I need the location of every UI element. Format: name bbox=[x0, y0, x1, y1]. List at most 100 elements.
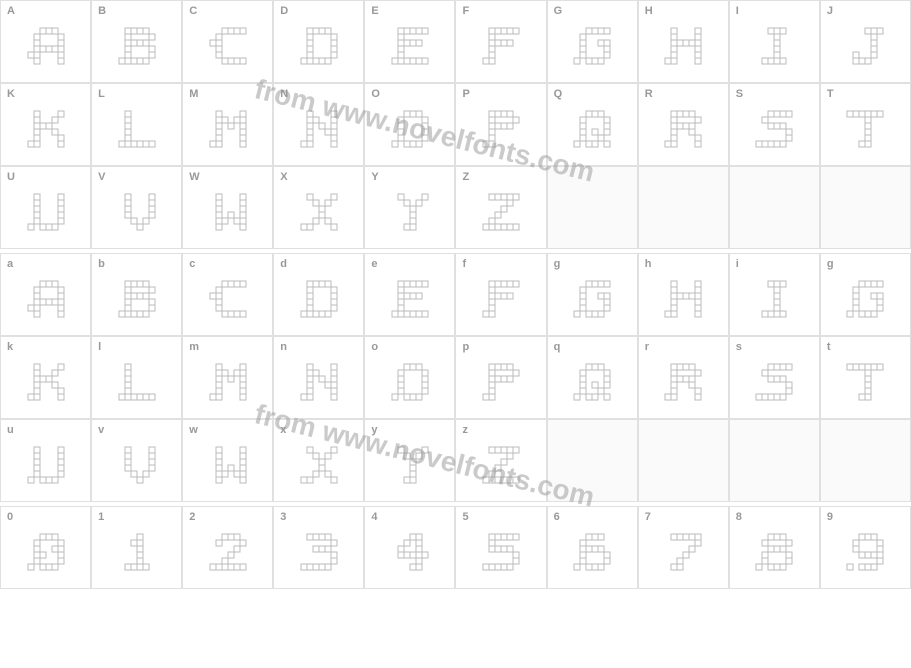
char-cell: k bbox=[0, 336, 91, 419]
cell-label: f bbox=[462, 258, 466, 270]
char-cell: d bbox=[273, 253, 364, 336]
char-cell: c bbox=[182, 253, 273, 336]
cell-label: 6 bbox=[554, 511, 560, 523]
glyph-O bbox=[391, 110, 428, 147]
glyph-h bbox=[665, 280, 702, 317]
cell-label: n bbox=[280, 341, 287, 353]
cell-label: Y bbox=[371, 171, 378, 183]
char-cell: s bbox=[729, 336, 820, 419]
char-cell: I bbox=[729, 0, 820, 83]
cell-label: 5 bbox=[462, 511, 468, 523]
char-cell: z bbox=[455, 419, 546, 502]
cell-label: E bbox=[371, 5, 378, 17]
cell-label: H bbox=[645, 5, 653, 17]
cell-label: C bbox=[189, 5, 197, 17]
cell-label: r bbox=[645, 341, 649, 353]
char-row: UVWXYZ bbox=[0, 166, 911, 249]
cell-label: X bbox=[280, 171, 287, 183]
char-cell: L bbox=[91, 83, 182, 166]
char-cell: w bbox=[182, 419, 273, 502]
char-cell: n bbox=[273, 336, 364, 419]
char-cell: e bbox=[364, 253, 455, 336]
cell-label: m bbox=[189, 341, 199, 353]
cell-label: G bbox=[554, 5, 563, 17]
cell-label: O bbox=[371, 88, 380, 100]
char-cell: p bbox=[455, 336, 546, 419]
glyph-M bbox=[209, 110, 246, 147]
char-cell: Y bbox=[364, 166, 455, 249]
glyph-5 bbox=[483, 533, 520, 570]
cell-label: y bbox=[371, 424, 377, 436]
glyph-L bbox=[118, 110, 155, 147]
cell-label: h bbox=[645, 258, 652, 270]
glyph-6 bbox=[574, 533, 611, 570]
glyph-v bbox=[118, 446, 155, 483]
cell-label: 3 bbox=[280, 511, 286, 523]
char-cell bbox=[547, 166, 638, 249]
cell-label: o bbox=[371, 341, 378, 353]
cell-label: v bbox=[98, 424, 104, 436]
char-cell: 7 bbox=[638, 506, 729, 589]
cell-label: p bbox=[462, 341, 469, 353]
char-cell: U bbox=[0, 166, 91, 249]
cell-label: k bbox=[7, 341, 13, 353]
glyph-2 bbox=[209, 533, 246, 570]
glyph-p bbox=[483, 363, 520, 400]
glyph-8 bbox=[756, 533, 793, 570]
char-cell: h bbox=[638, 253, 729, 336]
char-cell: D bbox=[273, 0, 364, 83]
char-cell: Q bbox=[547, 83, 638, 166]
char-row: uvwxyz bbox=[0, 419, 911, 502]
char-row: 0 12 3 45 6 78 9 bbox=[0, 506, 911, 589]
cell-label: 2 bbox=[189, 511, 195, 523]
char-cell: o bbox=[364, 336, 455, 419]
glyph-b bbox=[118, 280, 155, 317]
cell-label: a bbox=[7, 258, 13, 270]
char-cell: m bbox=[182, 336, 273, 419]
cell-label: 0 bbox=[7, 511, 13, 523]
cell-label: P bbox=[462, 88, 469, 100]
char-cell: 6 bbox=[547, 506, 638, 589]
glyph-g bbox=[574, 280, 611, 317]
char-cell: E bbox=[364, 0, 455, 83]
char-cell: P bbox=[455, 83, 546, 166]
char-cell: M bbox=[182, 83, 273, 166]
cell-label: B bbox=[98, 5, 106, 17]
char-cell bbox=[638, 166, 729, 249]
char-cell: q bbox=[547, 336, 638, 419]
cell-label: c bbox=[189, 258, 195, 270]
char-cell: G bbox=[547, 0, 638, 83]
cell-label: g bbox=[554, 258, 561, 270]
glyph-f bbox=[483, 280, 520, 317]
glyph-3 bbox=[300, 533, 337, 570]
char-cell: x bbox=[273, 419, 364, 502]
cell-label: q bbox=[554, 341, 561, 353]
char-cell: 4 bbox=[364, 506, 455, 589]
glyph-K bbox=[27, 110, 64, 147]
char-cell: y bbox=[364, 419, 455, 502]
cell-label: d bbox=[280, 258, 287, 270]
glyph-r bbox=[665, 363, 702, 400]
char-cell: K bbox=[0, 83, 91, 166]
glyph-N bbox=[300, 110, 337, 147]
char-cell bbox=[820, 419, 911, 502]
char-cell bbox=[820, 166, 911, 249]
cell-label: 9 bbox=[827, 511, 833, 523]
char-cell: J bbox=[820, 0, 911, 83]
cell-label: N bbox=[280, 88, 288, 100]
glyph-m bbox=[209, 363, 246, 400]
glyph-T bbox=[847, 110, 884, 147]
glyph-U bbox=[27, 193, 64, 230]
glyph-J bbox=[847, 27, 884, 64]
char-cell: v bbox=[91, 419, 182, 502]
cell-label: 8 bbox=[736, 511, 742, 523]
cell-label: b bbox=[98, 258, 105, 270]
char-cell: 1 bbox=[91, 506, 182, 589]
cell-label: Q bbox=[554, 88, 563, 100]
char-cell: Z bbox=[455, 166, 546, 249]
glyph-V bbox=[118, 193, 155, 230]
char-cell: S bbox=[729, 83, 820, 166]
glyph-B bbox=[118, 27, 155, 64]
glyph-H bbox=[665, 27, 702, 64]
glyph-X bbox=[300, 193, 337, 230]
